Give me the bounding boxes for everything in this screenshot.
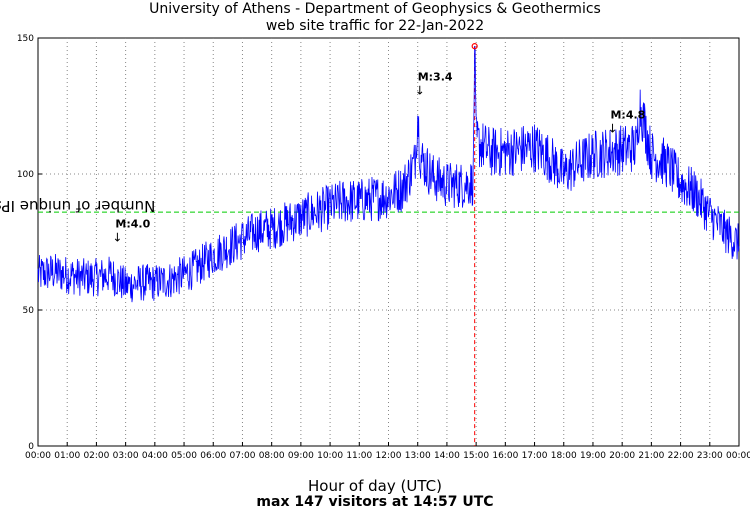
x-tick-label: 14:00: [434, 451, 460, 461]
x-tick-label: 12:00: [376, 451, 402, 461]
x-tick-label: 15:00: [463, 451, 489, 461]
x-tick-label: 02:00: [83, 451, 109, 461]
x-tick-label: 23:00: [697, 451, 723, 461]
max-point: [471, 43, 478, 50]
x-tick-label: 16:00: [492, 451, 518, 461]
x-tick-label: 05:00: [171, 451, 197, 461]
x-tick-label: 07:00: [229, 451, 255, 461]
x-tick-label: 03:00: [113, 451, 139, 461]
x-tick-label: 21:00: [638, 451, 664, 461]
chart-subtitle: web site traffic for 22-Jan-2022: [265, 18, 485, 34]
annotation-arrow: ↓: [607, 121, 617, 135]
max-visitors-note: max 147 visitors at 14:57 UTC: [256, 494, 494, 510]
y-axis-label: Number of unique IPs in the last minute: [0, 197, 156, 215]
y-tick-label: 150: [17, 34, 34, 44]
x-tick-label: 10:00: [317, 451, 343, 461]
y-tick-label: 0: [28, 442, 34, 452]
x-tick-label: 08:00: [259, 451, 285, 461]
annotation-label: M:3.4: [418, 70, 453, 83]
annotation-label: M:4.0: [115, 217, 150, 230]
x-tick-label: 20:00: [609, 451, 635, 461]
x-tick-label: 11:00: [346, 451, 372, 461]
annotation-arrow: ↓: [112, 230, 122, 244]
x-tick-label: 09:00: [288, 451, 314, 461]
x-tick-label: 01:00: [54, 451, 80, 461]
y-tick-label: 100: [17, 170, 34, 180]
x-tick-label: 06:00: [200, 451, 226, 461]
x-tick-label: 18:00: [551, 451, 577, 461]
y-tick-label: 50: [23, 306, 35, 316]
x-tick-label: 00:00: [726, 451, 750, 461]
x-tick-label: 17:00: [522, 451, 548, 461]
annotation-arrow: ↓: [415, 83, 425, 97]
series-line: [37, 46, 740, 303]
chart-title: University of Athens - Department of Geo…: [149, 1, 601, 17]
x-tick-label: 13:00: [405, 451, 431, 461]
x-tick-label: 00:00: [25, 451, 51, 461]
x-tick-label: 22:00: [668, 451, 694, 461]
annotation-label: M:4.8: [610, 108, 645, 121]
x-tick-label: 04:00: [142, 451, 168, 461]
x-axis-label: Hour of day (UTC): [308, 477, 442, 495]
x-tick-label: 19:00: [580, 451, 606, 461]
